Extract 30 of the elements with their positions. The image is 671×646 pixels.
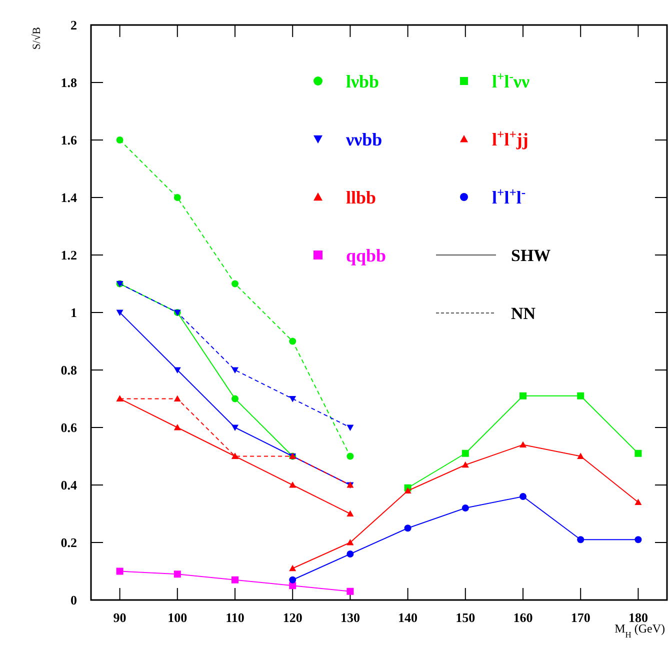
y-tick-label: 0.4 xyxy=(60,478,78,493)
x-tick-label: 170 xyxy=(570,610,590,625)
annotation: SHW xyxy=(511,246,551,265)
x-tick-label: 140 xyxy=(398,610,418,625)
x-tick-label: 120 xyxy=(282,610,302,625)
annotation: NN xyxy=(511,304,536,323)
y-tick-label: 0.8 xyxy=(60,362,78,378)
x-tick-label: 110 xyxy=(226,610,244,625)
legend-label: qqbb xyxy=(346,245,386,266)
legend-label: lνbb xyxy=(346,71,380,92)
y-tick-label: 2 xyxy=(70,18,77,33)
y-tick-label: 0.6 xyxy=(60,420,78,436)
y-tick-label: 1.8 xyxy=(60,75,78,90)
legend-label: l$^{+}$l$^{+}$l$^{-}$ xyxy=(492,185,526,208)
x-tick-label: 90 xyxy=(113,610,126,625)
x-tick-label: 150 xyxy=(456,610,476,625)
legend-label: ννbb xyxy=(345,129,382,150)
y-tick-label: 0 xyxy=(70,592,77,608)
legend-label: l$^{+}$l$^{+}$jj xyxy=(492,127,528,150)
x-tick-label: 160 xyxy=(513,610,533,625)
y-axis-title: S/√B xyxy=(31,27,43,50)
y-tick-label: 1.2 xyxy=(60,248,77,263)
x-tick-label: 100 xyxy=(168,610,188,625)
legend-label: llbb xyxy=(346,187,376,208)
y-tick-label: 0.2 xyxy=(60,535,77,550)
y-tick-label: 1.6 xyxy=(60,132,78,148)
y-tick-label: 1 xyxy=(70,305,77,320)
legend-label: l$^{+}$l$^{-}$νν xyxy=(492,69,530,92)
x-tick-label: 130 xyxy=(340,610,360,625)
y-tick-label: 1.4 xyxy=(60,190,78,206)
